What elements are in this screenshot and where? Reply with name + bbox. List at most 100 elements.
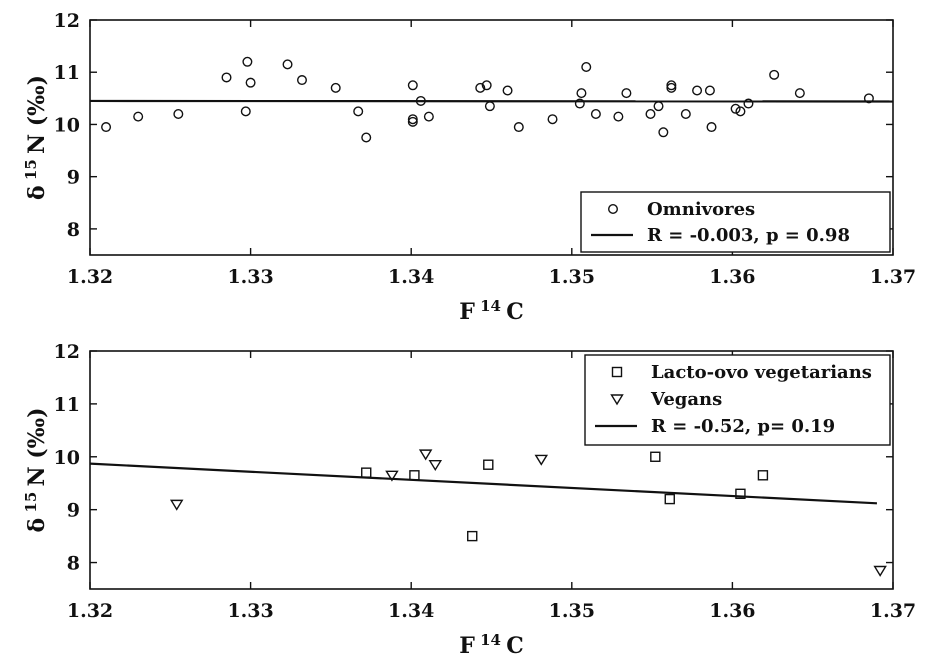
data-point	[735, 106, 746, 117]
data-point	[664, 493, 675, 505]
x-tick-label: 1.32	[67, 600, 113, 622]
x-tick-label: 1.35	[549, 266, 595, 288]
plot-frame	[89, 350, 894, 590]
legend-fit-label: R = -0.003, p = 0.98	[647, 225, 850, 246]
y-tick-label: 10	[54, 447, 80, 469]
y-tick-label: 8	[67, 553, 80, 575]
data-point	[576, 88, 587, 99]
data-point	[484, 101, 495, 112]
data-point	[613, 111, 624, 122]
legend-box	[580, 191, 891, 253]
y-axis-title: δ 15 N (‰)	[22, 75, 50, 200]
data-point	[769, 69, 780, 80]
legend-label: Lacto-ovo vegetarians	[651, 362, 872, 383]
data-point	[330, 82, 341, 93]
data-point	[730, 103, 741, 114]
x-tick-label: 1.36	[709, 266, 755, 288]
y-tick-label: 11	[54, 394, 80, 416]
legend: Omnivores R = -0.003, p = 0.98	[580, 191, 891, 253]
x-tick-label: 1.32	[67, 266, 113, 288]
data-point	[475, 82, 486, 93]
data-point	[547, 114, 558, 125]
legend-fit-label: R = -0.52, p= 0.19	[651, 416, 835, 437]
series-omnivores	[101, 56, 874, 143]
y-tick-label: 9	[67, 500, 80, 522]
data-point	[481, 80, 492, 91]
data-point	[863, 93, 874, 104]
data-point	[692, 85, 703, 96]
x-tick-label: 1.36	[709, 600, 755, 622]
data-point	[653, 101, 664, 112]
data-point	[704, 85, 715, 96]
y-tick-label: 11	[54, 62, 80, 84]
y-tick-label: 8	[67, 219, 80, 241]
legend-box	[584, 354, 891, 446]
chart-panel-1: 1.32 1.33 1.34 1.35 1.36 1.37 8 9 10 11 12 F 14 C δ …	[22, 10, 916, 325]
plot-frame	[89, 19, 894, 256]
y-tick-label: 9	[67, 167, 80, 189]
legend-label: Omnivores	[647, 199, 755, 220]
data-point	[574, 98, 585, 109]
data-point	[666, 80, 677, 91]
y-tick-label: 12	[54, 341, 80, 363]
legend-marker	[611, 366, 623, 378]
data-point	[467, 530, 478, 542]
x-axis-title: F 14 C	[459, 631, 523, 659]
legend-marker	[610, 394, 624, 406]
x-tick-label: 1.33	[227, 266, 273, 288]
data-point	[245, 77, 256, 88]
data-point	[621, 88, 632, 99]
data-point	[169, 499, 184, 511]
data-point	[353, 106, 364, 117]
data-point	[680, 108, 691, 119]
data-point	[418, 449, 433, 461]
data-point	[590, 108, 601, 119]
data-point	[757, 470, 769, 481]
data-point	[173, 108, 184, 119]
data-point	[133, 111, 144, 122]
data-point	[242, 56, 253, 67]
x-tick-label: 1.37	[870, 266, 916, 288]
data-point	[794, 88, 805, 99]
series-vegans	[169, 449, 887, 577]
data-point	[409, 470, 420, 481]
x-tick-label: 1.34	[388, 600, 434, 622]
fit-line	[89, 99, 894, 103]
data-point	[385, 470, 399, 482]
data-point	[513, 122, 524, 133]
data-point	[428, 460, 443, 472]
data-point	[706, 122, 717, 133]
data-point	[415, 95, 426, 106]
data-point	[483, 459, 494, 470]
data-point	[240, 106, 251, 117]
legend-label: Vegans	[650, 389, 722, 410]
data-point	[873, 565, 887, 577]
data-point	[581, 62, 592, 73]
data-point	[534, 454, 549, 466]
x-tick-label: 1.33	[227, 600, 273, 622]
data-point	[407, 116, 418, 127]
data-point	[423, 111, 434, 122]
data-point	[650, 451, 661, 462]
data-point	[361, 132, 372, 143]
legend-marker	[608, 203, 619, 214]
data-point	[407, 80, 418, 91]
data-point	[735, 488, 746, 499]
data-point	[282, 59, 293, 70]
data-point	[645, 108, 656, 119]
data-point	[666, 82, 677, 93]
data-point	[361, 467, 372, 478]
chart-panel-2: 1.32 1.33 1.34 1.35 1.36 1.37 8 9 10 11 12 F 14 C δ …	[22, 341, 916, 659]
legend: Lacto-ovo vegetarians Vegans R = -0.52, p=…	[584, 354, 891, 446]
y-axis-title: δ 15 N (‰)	[22, 407, 50, 532]
series-lacto-ovo-vegetarians	[361, 451, 769, 542]
fit-line	[89, 462, 877, 505]
x-axis-title: F 14 C	[459, 297, 523, 325]
data-point	[658, 127, 669, 138]
data-point	[502, 85, 513, 96]
x-tick-label: 1.35	[549, 600, 595, 622]
data-point	[221, 72, 232, 83]
data-point	[407, 114, 418, 125]
x-tick-label: 1.37	[870, 600, 916, 622]
